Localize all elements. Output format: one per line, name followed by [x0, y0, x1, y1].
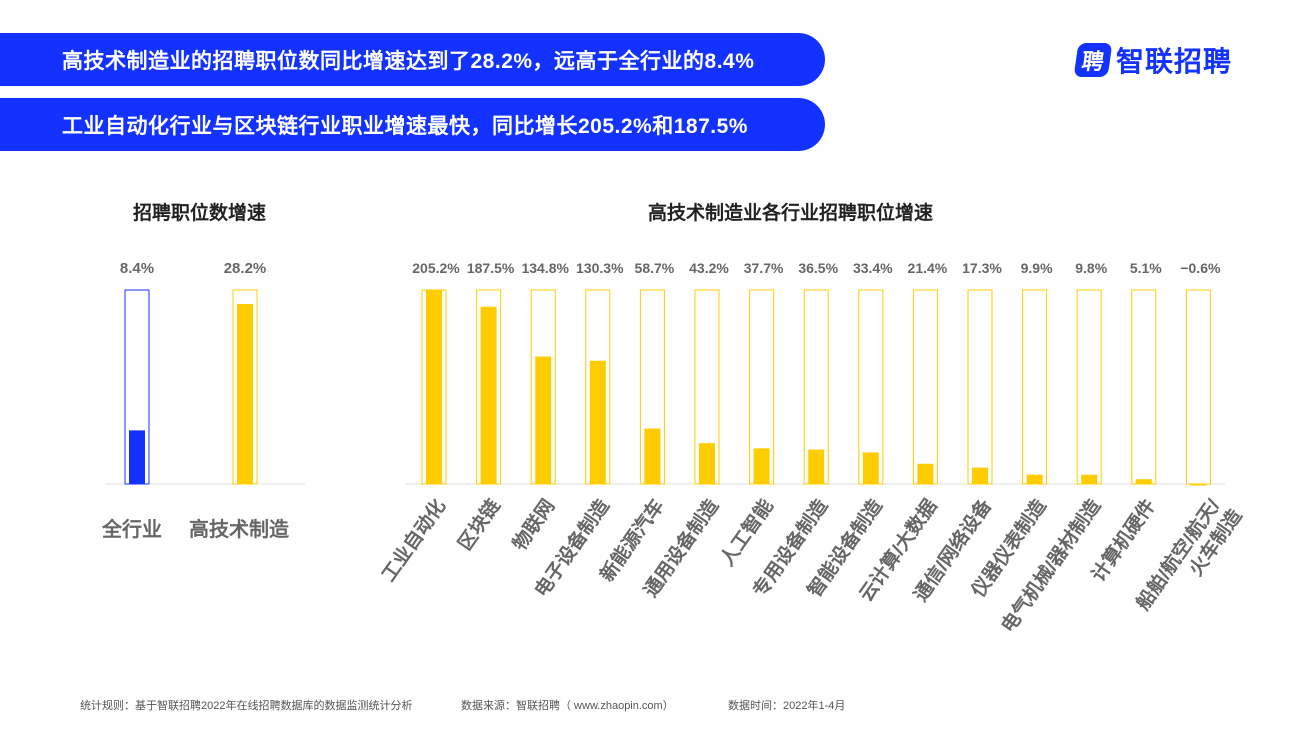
- right-category-label: 工业自动化: [377, 495, 450, 586]
- right-bar: [972, 467, 988, 484]
- right-bar-value-label: 9.9%: [1021, 260, 1053, 276]
- right-bar-frame: [1185, 289, 1211, 485]
- right-bar-value-label: 43.2%: [689, 260, 729, 276]
- right-category-label: 物联网: [508, 495, 560, 555]
- right-category-label: 电气机械/器材制造: [996, 494, 1106, 637]
- right-bar: [426, 290, 442, 484]
- headline-1-text: 高技术制造业的招聘职位数同比增速达到了28.2%，远高于全行业的8.4%: [62, 49, 755, 73]
- right-bar: [808, 449, 825, 484]
- left-chart-title: 招聘职位数增速: [133, 203, 267, 224]
- right-bar-frame: [1076, 289, 1102, 485]
- right-bar: [1190, 484, 1207, 486]
- right-bar-value-label: 5.1%: [1130, 260, 1162, 276]
- right-bar: [1081, 474, 1098, 484]
- headline-2-text: 工业自动化行业与区块链行业职业增速最快，同比增长205.2%和187.5%: [62, 114, 748, 138]
- right-bar: [1135, 479, 1152, 484]
- left-category-label: 全行业: [101, 517, 162, 541]
- right-bar-frame: [912, 289, 938, 485]
- right-category-label: 人工智能: [715, 495, 777, 570]
- footer-rule: 统计规则：基于智联招聘2022年在线招聘数据库的数据监测统计分析: [80, 700, 413, 712]
- right-bar-value-label: 33.4%: [853, 260, 893, 276]
- right-bar-value-label: 187.5%: [467, 260, 515, 276]
- right-bar-value-label: 205.2%: [412, 260, 460, 276]
- left-bar: [237, 304, 253, 484]
- right-bar: [589, 360, 606, 484]
- right-bar: [480, 306, 497, 484]
- right-bar-value-label: 130.3%: [576, 260, 624, 276]
- right-bar: [699, 443, 715, 484]
- right-bar-value-label: −0.6%: [1180, 260, 1221, 276]
- right-bar: [917, 463, 934, 484]
- left-bar: [129, 430, 145, 484]
- left-bar-value-label: 28.2%: [224, 260, 267, 277]
- right-bar-value-label: 36.5%: [798, 260, 838, 276]
- right-bar: [644, 428, 661, 484]
- left-bar-value-label: 8.4%: [120, 260, 154, 277]
- logo-text: 智联招聘: [1116, 46, 1233, 77]
- zhaopin-logo: 聘 智联招聘: [1073, 40, 1233, 80]
- right-bar: [1026, 474, 1043, 484]
- headline-banner-2: 工业自动化行业与区块链行业职业增速最快，同比增长205.2%和187.5%: [0, 98, 825, 151]
- right-bar-value-label: 37.7%: [744, 260, 784, 276]
- headline-banner-1: 高技术制造业的招聘职位数同比增速达到了28.2%，远高于全行业的8.4%: [0, 33, 825, 86]
- left-category-label: 高技术制造: [189, 517, 290, 541]
- right-bar: [535, 356, 552, 484]
- right-category-label: 区块链: [453, 495, 505, 555]
- right-bar-value-label: 21.4%: [908, 260, 948, 276]
- right-chart-title: 高技术制造业各行业招聘职位增速: [648, 203, 934, 224]
- right-bar: [753, 448, 770, 484]
- right-bar-frame: [1131, 289, 1157, 485]
- right-bar-frame: [967, 289, 993, 485]
- right-bar-value-label: 9.8%: [1075, 260, 1107, 276]
- footer-period: 数据时间：2022年1-4月: [728, 700, 846, 712]
- footer-source: 数据来源：智联招聘（ www.zhaopin.com）: [461, 700, 674, 712]
- right-bar-value-label: 17.3%: [962, 260, 1002, 276]
- right-bar-value-label: 58.7%: [635, 260, 675, 276]
- right-bar-value-label: 134.8%: [521, 260, 569, 276]
- right-bar-frame: [1022, 289, 1048, 485]
- right-bar: [862, 452, 879, 484]
